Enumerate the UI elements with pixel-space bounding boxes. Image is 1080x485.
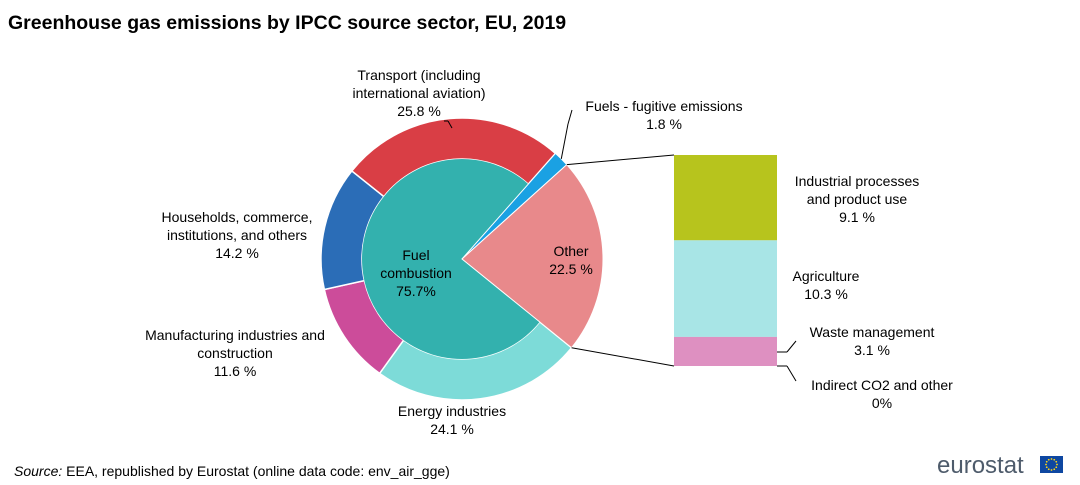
bar-segment-waste-management [674,336,777,366]
source-text: EEA, republished by Eurostat (online dat… [62,463,450,479]
eu-flag-icon [1040,456,1063,473]
eu-flag-star [1053,468,1056,471]
source-note: Source: EEA, republished by Eurostat (on… [14,463,450,479]
eu-flag-star [1053,458,1056,461]
label-other: Other 22.5 % [549,243,593,277]
chart-title: Greenhouse gas emissions by IPCC source … [8,12,566,34]
eurostat-logo-text: eurostat [937,452,1024,479]
label-indirect-co2: Indirect CO2 and other 0% [811,377,953,411]
label-households: Households, commerce, institutions, and o… [162,209,313,261]
eu-flag-star [1055,460,1058,463]
label-transport: Transport (including international aviati… [352,67,485,119]
eu-flag-star [1055,466,1058,469]
leader-transport-2 [447,120,453,129]
label-agriculture: Agriculture 10.3 % [793,268,860,302]
label-fugitive: Fuels - fugitive emissions 1.8 % [585,98,742,132]
eu-flag-star [1045,466,1048,469]
bar-segment-agriculture [674,240,777,337]
slice-other [461,163,604,349]
label-manufacturing: Manufacturing industries and construction… [145,327,325,379]
eu-flag-star [1050,458,1053,460]
eu-flag-star [1047,468,1050,471]
eu-flag-background [1040,456,1063,473]
slice-fuel-combustion [362,158,540,359]
leader-fugitive-2 [567,109,573,125]
other-breakdown-bar [566,154,777,367]
data-labels: Fuel combustion 75.7% Other 22.5 % Transport … [145,67,953,437]
source-prefix: Source: [14,463,62,479]
pie-chart [320,117,604,401]
bar-segment-industrial-processes-and-product-use [674,155,777,241]
eu-flag-star [1050,469,1053,471]
connector-line-bottom [571,347,675,367]
eu-flag-star [1056,463,1058,466]
label-fuel-combustion: Fuel combustion 75.7% [380,247,452,299]
eu-flag-star [1047,458,1050,461]
eu-flag-star [1045,463,1047,466]
label-waste-management: Waste management 3.1 % [810,324,935,358]
leader-fugitive-1 [560,123,569,159]
leader-indirect-2 [786,365,797,382]
label-industrial-processes: Industrial processes and product use 9.1 % [795,173,920,225]
label-energy-industries: Energy industries 24.1 % [398,403,506,437]
eu-flag-star [1045,460,1048,463]
leader-waste-2 [786,340,797,353]
connector-line-top [566,154,675,166]
